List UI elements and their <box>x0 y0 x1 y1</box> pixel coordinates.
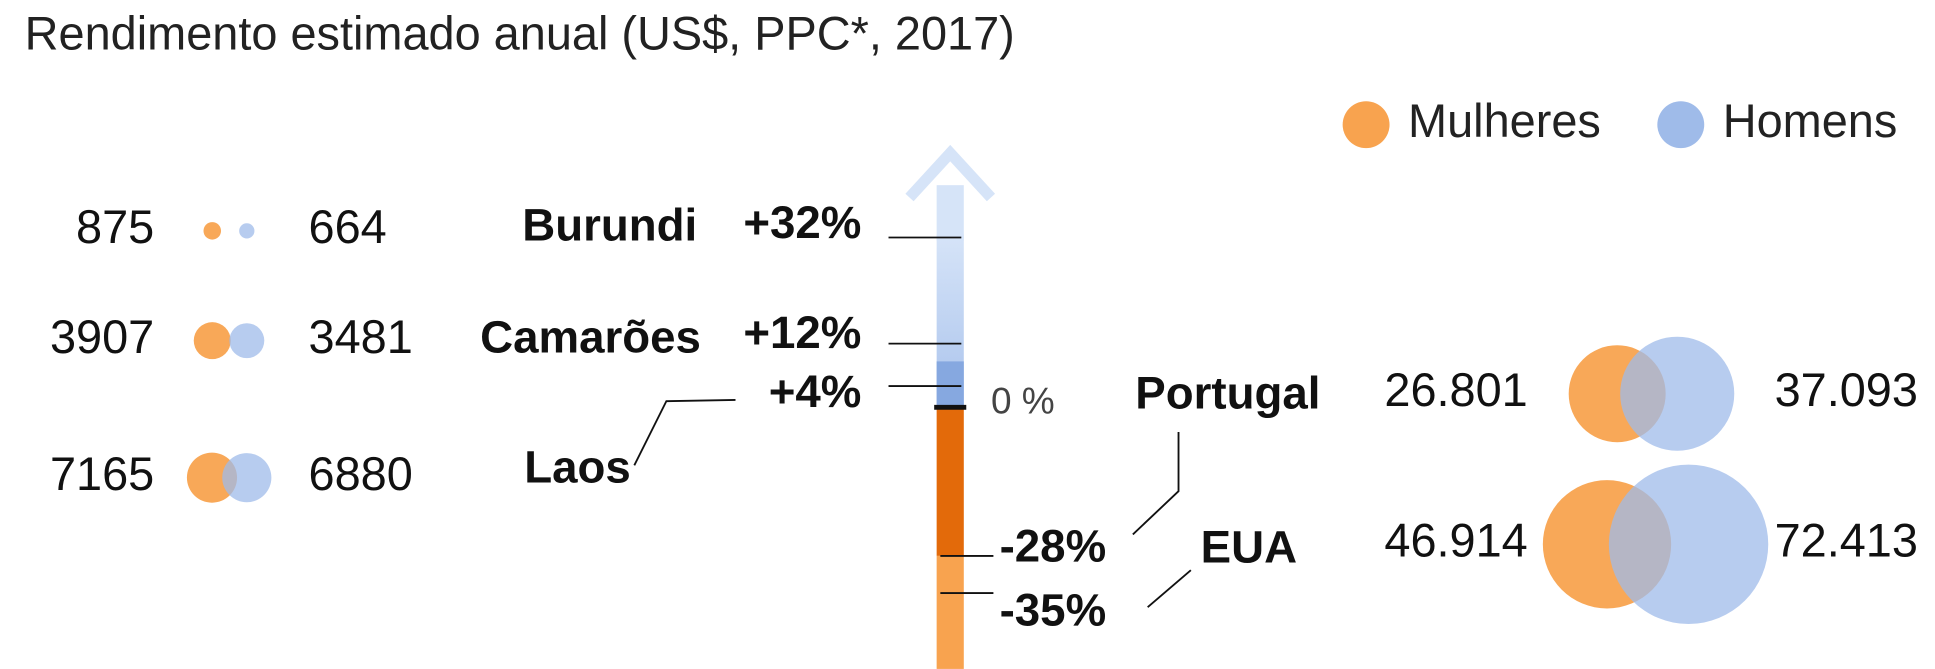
men-circle <box>229 323 264 358</box>
country-name: Camarões <box>480 312 701 363</box>
men-circle <box>1609 465 1768 624</box>
country-name: Portugal <box>1135 367 1320 418</box>
change-label: +32% <box>743 197 861 248</box>
men-value: 72.413 <box>1775 515 1918 567</box>
women-value: 7165 <box>50 448 154 500</box>
women-value: 26.801 <box>1384 364 1527 416</box>
men-circle <box>239 223 254 238</box>
change-label: -28% <box>1000 520 1107 571</box>
leader-line <box>1148 570 1191 607</box>
men-circle <box>1620 337 1734 451</box>
leader-line <box>634 400 735 465</box>
page: Rendimento estimado anual (US$, PPC*, 20… <box>0 0 1935 669</box>
women-value: 3907 <box>50 311 154 363</box>
men-value: 37.093 <box>1775 364 1918 416</box>
country-name: EUA <box>1201 522 1297 573</box>
legend-label: Mulheres <box>1408 95 1601 147</box>
arrow-negative-low <box>937 556 964 669</box>
legend-swatch <box>1343 101 1390 148</box>
women-value: 875 <box>76 201 154 253</box>
legend-swatch <box>1657 101 1704 148</box>
women-circle <box>194 322 231 359</box>
title: Rendimento estimado anual (US$, PPC*, 20… <box>25 7 1015 59</box>
change-label: -35% <box>1000 584 1107 635</box>
men-value: 664 <box>309 201 387 253</box>
zero-label: 0 % <box>991 379 1055 421</box>
country-name: Laos <box>524 441 631 492</box>
men-value: 3481 <box>309 311 413 363</box>
country-name: Burundi <box>522 199 697 250</box>
men-value: 6880 <box>309 448 413 500</box>
arrow-negative <box>937 407 964 556</box>
arrow-positive-low <box>937 361 964 407</box>
infographic: Rendimento estimado anual (US$, PPC*, 20… <box>0 0 1935 669</box>
change-label: +4% <box>769 366 862 417</box>
leader-line <box>1133 432 1179 534</box>
legend-label: Homens <box>1723 95 1898 147</box>
arrow-shaft <box>937 185 964 241</box>
women-circle <box>203 222 221 240</box>
men-circle <box>222 453 271 502</box>
women-value: 46.914 <box>1384 515 1527 567</box>
change-label: +12% <box>743 307 861 358</box>
